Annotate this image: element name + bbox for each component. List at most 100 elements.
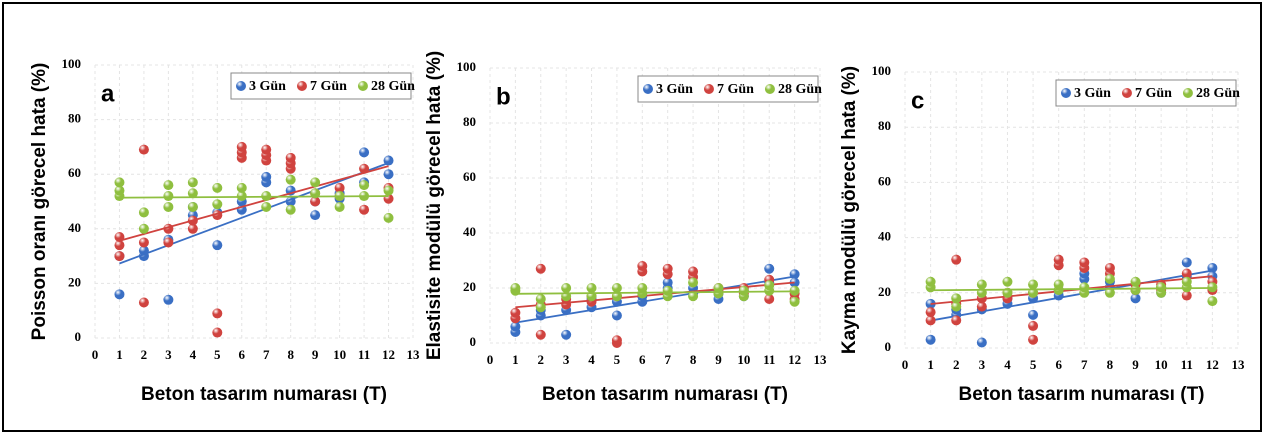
x-tick-label: 9 — [312, 347, 319, 362]
x-tick-label: 6 — [639, 352, 646, 367]
legend-marker — [357, 81, 368, 91]
point — [1207, 296, 1218, 307]
x-tick-label: 1 — [116, 347, 123, 362]
point — [789, 285, 800, 296]
point — [951, 254, 962, 265]
point — [236, 191, 247, 202]
y-tick-label: 60 — [463, 169, 476, 184]
point — [163, 294, 174, 305]
x-tick-label: 10 — [333, 347, 346, 362]
x-tick-label: 10 — [737, 352, 750, 367]
point — [535, 294, 546, 304]
point — [535, 329, 546, 340]
legend-box — [230, 72, 412, 100]
x-tick-label: 3 — [979, 357, 986, 372]
y-tick-label: 20 — [878, 284, 891, 299]
legend-marker — [643, 84, 653, 94]
point — [1130, 293, 1141, 304]
point — [951, 293, 962, 304]
y-axis-label: Poisson oranı görecel hata (%) — [29, 63, 50, 341]
x-tick-label: 12 — [1206, 357, 1219, 372]
point — [925, 315, 936, 326]
point — [1130, 285, 1141, 296]
point — [561, 329, 572, 340]
point — [285, 174, 296, 185]
legend-label: 3 Gün — [249, 79, 286, 94]
point — [114, 177, 125, 188]
y-tick-label: 40 — [68, 220, 81, 235]
point — [1028, 334, 1039, 345]
x-tick-label: 2 — [953, 357, 960, 372]
point — [114, 240, 125, 251]
point — [359, 180, 370, 191]
point — [611, 310, 622, 321]
point — [1104, 287, 1115, 298]
point — [187, 201, 198, 212]
legend-label: 7 Gün — [310, 79, 347, 94]
x-tick-label: 2 — [538, 352, 545, 367]
point — [212, 240, 223, 251]
trend-line — [930, 287, 1213, 292]
trend-line — [515, 290, 795, 295]
point — [383, 169, 394, 180]
trend-line — [119, 162, 389, 265]
point — [310, 177, 321, 188]
x-tick-label: 6 — [239, 347, 246, 362]
point — [236, 141, 247, 152]
point — [261, 171, 272, 182]
y-tick-label: 0 — [470, 334, 477, 349]
y-tick-label: 100 — [872, 63, 892, 78]
point — [764, 280, 775, 291]
legend-label: 3 Gün — [1074, 86, 1111, 101]
x-tick-label: 0 — [92, 347, 99, 362]
point — [1156, 282, 1167, 293]
point — [951, 315, 962, 326]
y-tick-label: 40 — [878, 229, 891, 244]
x-tick-label: 3 — [165, 347, 172, 362]
y-tick-label: 60 — [68, 165, 81, 180]
x-tick-label: 9 — [715, 352, 722, 367]
point — [187, 188, 198, 199]
x-tick-label: 2 — [141, 347, 148, 362]
point — [637, 283, 648, 293]
point — [261, 144, 272, 155]
x-tick-label: 4 — [190, 347, 197, 362]
point — [212, 182, 223, 193]
x-tick-label: 1 — [512, 352, 519, 367]
point — [1181, 257, 1192, 268]
x-tick-label: 11 — [763, 352, 775, 367]
point — [1181, 290, 1192, 301]
point — [662, 285, 673, 296]
point — [1079, 257, 1090, 268]
x-tick-label: 4 — [588, 352, 595, 367]
point — [1181, 276, 1192, 287]
panel-label: c — [911, 87, 924, 114]
point — [138, 297, 149, 308]
point — [359, 163, 370, 174]
point — [1130, 276, 1141, 287]
y-tick-label: 80 — [463, 114, 476, 129]
x-tick-label: 8 — [1107, 357, 1114, 372]
legend-label: 7 Gün — [1135, 86, 1172, 101]
point — [310, 210, 321, 221]
point — [789, 277, 800, 288]
x-tick-label: 7 — [664, 352, 671, 367]
point — [114, 251, 125, 262]
x-tick-label: 13 — [407, 347, 421, 362]
x-tick-label: 12 — [382, 347, 395, 362]
point — [535, 263, 546, 274]
point — [310, 196, 321, 207]
point — [925, 334, 936, 345]
x-axis-label: Beton tasarım numarası (T) — [542, 384, 788, 405]
point — [1104, 262, 1115, 273]
x-axis-label: Beton tasarım numarası (T) — [141, 384, 387, 405]
y-tick-label: 100 — [62, 56, 82, 71]
legend-label: 28 Gün — [371, 79, 415, 94]
point — [1053, 279, 1064, 290]
point — [764, 263, 775, 274]
point — [359, 204, 370, 215]
x-tick-label: 8 — [287, 347, 294, 362]
point — [138, 237, 149, 248]
point — [662, 263, 673, 274]
